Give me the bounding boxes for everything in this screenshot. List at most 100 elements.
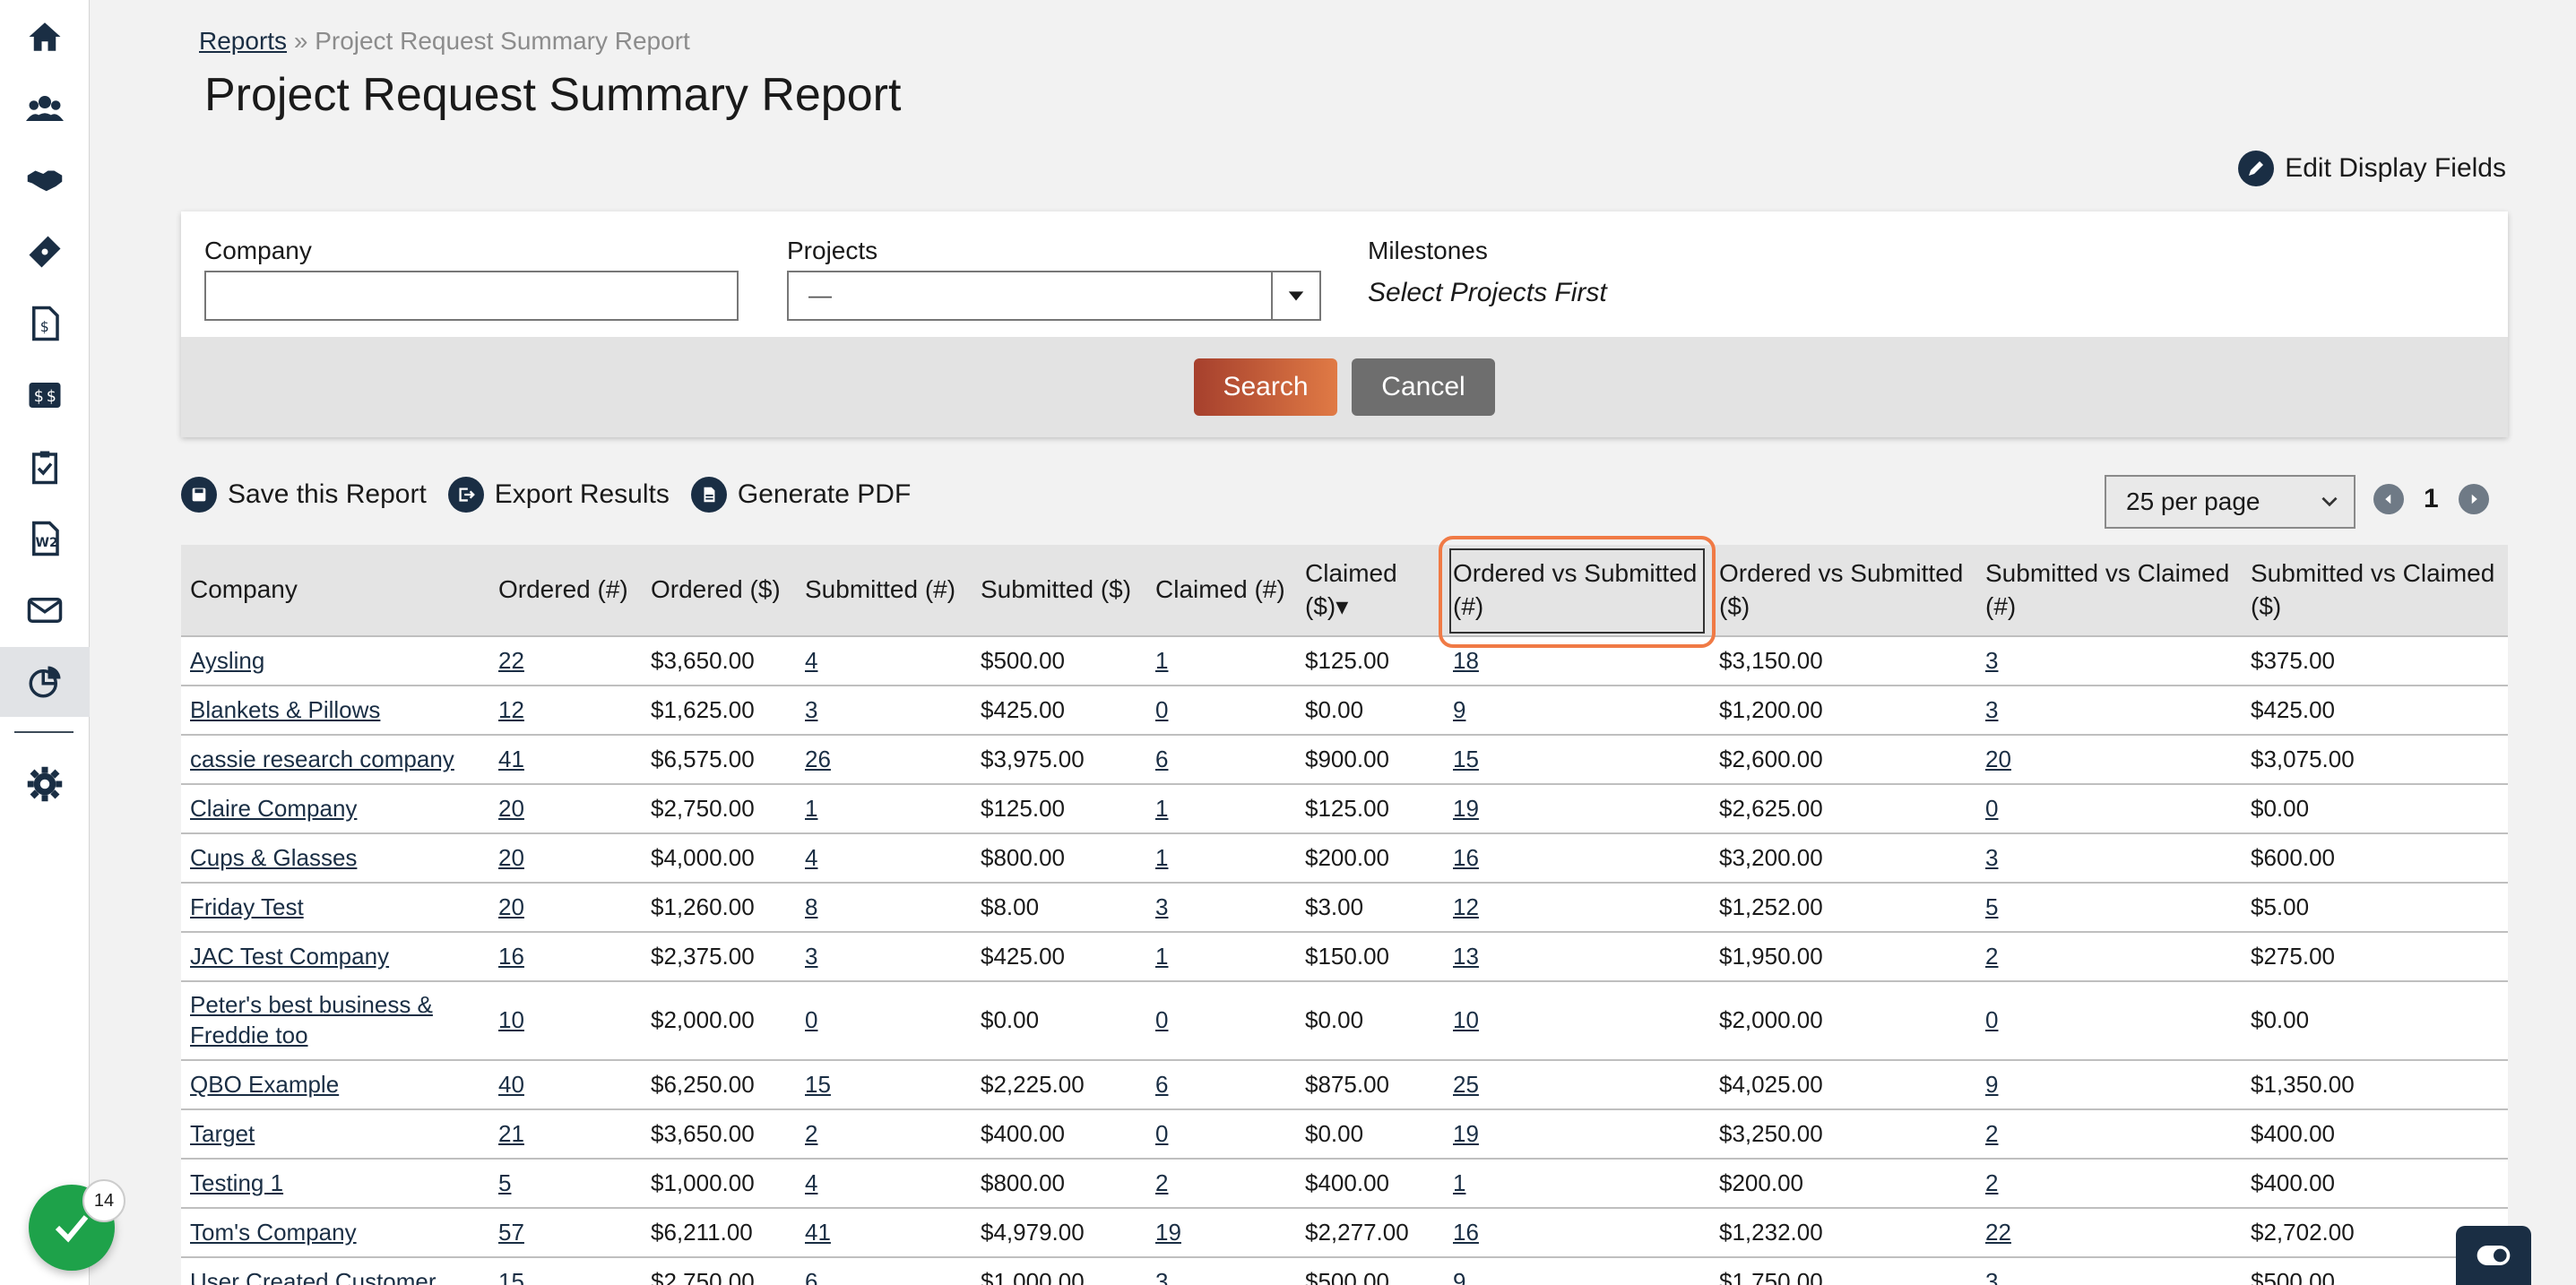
caret-down-icon[interactable] xyxy=(1271,272,1319,319)
count-link[interactable]: 21 xyxy=(498,1119,524,1147)
company-link[interactable]: Tom's Company xyxy=(190,1218,357,1246)
count-link[interactable]: 1 xyxy=(1453,1169,1466,1196)
count-link[interactable]: 3 xyxy=(805,695,818,723)
count-link[interactable]: 25 xyxy=(1453,1070,1479,1098)
column-header-submitted-vs-claimed-count[interactable]: Submitted vs Claimed (#) xyxy=(1976,545,2242,637)
handshake-icon[interactable] xyxy=(0,145,90,215)
count-link[interactable]: 10 xyxy=(498,1006,524,1034)
count-link[interactable]: 0 xyxy=(1155,1006,1169,1034)
count-link[interactable]: 18 xyxy=(1453,646,1479,674)
count-link[interactable]: 0 xyxy=(1985,794,1999,822)
column-header-ordered-vs-submitted-count[interactable]: Ordered vs Submitted (#) xyxy=(1439,536,1716,648)
breadcrumb-reports-link[interactable]: Reports xyxy=(199,27,288,55)
count-link[interactable]: 4 xyxy=(805,646,818,674)
count-link[interactable]: 3 xyxy=(1155,893,1169,920)
count-link[interactable]: 19 xyxy=(1155,1218,1181,1246)
company-link[interactable]: Claire Company xyxy=(190,794,358,822)
column-header-submitted-amount[interactable]: Submitted ($) xyxy=(972,545,1146,637)
count-link[interactable]: 0 xyxy=(1155,1119,1169,1147)
w2-form-icon[interactable]: W2 xyxy=(0,504,90,574)
count-link[interactable]: 3 xyxy=(1985,1267,1999,1285)
company-link[interactable]: User Created Customer xyxy=(190,1267,437,1285)
count-link[interactable]: 9 xyxy=(1985,1070,1999,1098)
count-link[interactable]: 3 xyxy=(1985,843,1999,871)
count-link[interactable]: 4 xyxy=(805,1169,818,1196)
count-link[interactable]: 22 xyxy=(498,646,524,674)
count-link[interactable]: 3 xyxy=(1155,1267,1169,1285)
count-link[interactable]: 5 xyxy=(498,1169,512,1196)
count-link[interactable]: 2 xyxy=(1155,1169,1169,1196)
column-header-company[interactable]: Company xyxy=(181,545,489,637)
company-link[interactable]: Aysling xyxy=(190,646,265,674)
company-link[interactable]: Blankets & Pillows xyxy=(190,695,381,723)
chat-widget-button[interactable] xyxy=(2456,1226,2531,1285)
column-header-ordered-vs-submitted-amount[interactable]: Ordered vs Submitted ($) xyxy=(1710,545,1976,637)
count-link[interactable]: 6 xyxy=(1155,1070,1169,1098)
company-link[interactable]: Testing 1 xyxy=(190,1169,284,1196)
count-link[interactable]: 41 xyxy=(498,745,524,772)
company-link[interactable]: QBO Example xyxy=(190,1070,340,1098)
column-header-ordered-amount[interactable]: Ordered ($) xyxy=(642,545,796,637)
gear-icon[interactable] xyxy=(0,749,90,819)
search-button[interactable]: Search xyxy=(1194,358,1337,416)
count-link[interactable]: 3 xyxy=(1985,646,1999,674)
company-input[interactable] xyxy=(204,271,739,321)
count-link[interactable]: 1 xyxy=(805,794,818,822)
count-link[interactable]: 3 xyxy=(805,942,818,970)
count-link[interactable]: 0 xyxy=(805,1006,818,1034)
company-link[interactable]: Peter's best business & Freddie too xyxy=(190,991,433,1048)
previous-page-icon[interactable] xyxy=(2373,484,2404,514)
count-link[interactable]: 1 xyxy=(1155,942,1169,970)
count-link[interactable]: 15 xyxy=(498,1267,524,1285)
cancel-button[interactable]: Cancel xyxy=(1352,358,1495,416)
count-link[interactable]: 1 xyxy=(1155,843,1169,871)
count-link[interactable]: 1 xyxy=(1155,794,1169,822)
reports-icon[interactable] xyxy=(0,647,90,717)
count-link[interactable]: 0 xyxy=(1985,1006,1999,1034)
count-link[interactable]: 20 xyxy=(498,893,524,920)
count-link[interactable]: 20 xyxy=(1985,745,2011,772)
users-icon[interactable] xyxy=(0,73,90,143)
count-link[interactable]: 2 xyxy=(1985,1169,1999,1196)
count-link[interactable]: 12 xyxy=(498,695,524,723)
mail-icon[interactable] xyxy=(0,575,90,645)
column-header-submitted-count[interactable]: Submitted (#) xyxy=(796,545,972,637)
column-header-ordered-count[interactable]: Ordered (#) xyxy=(489,545,642,637)
count-link[interactable]: 4 xyxy=(805,843,818,871)
edit-display-fields-button[interactable]: Edit Display Fields xyxy=(2238,151,2506,186)
count-link[interactable]: 9 xyxy=(1453,1267,1466,1285)
count-link[interactable]: 20 xyxy=(498,843,524,871)
home-icon[interactable] xyxy=(0,2,90,72)
count-link[interactable]: 22 xyxy=(1985,1218,2011,1246)
count-link[interactable]: 8 xyxy=(805,893,818,920)
company-link[interactable]: Friday Test xyxy=(190,893,304,920)
count-link[interactable]: 2 xyxy=(1985,942,1999,970)
company-link[interactable]: cassie research company xyxy=(190,745,454,772)
count-link[interactable]: 16 xyxy=(1453,1218,1479,1246)
count-link[interactable]: 20 xyxy=(498,794,524,822)
count-link[interactable]: 2 xyxy=(805,1119,818,1147)
count-link[interactable]: 10 xyxy=(1453,1006,1479,1034)
generate-pdf-button[interactable]: Generate PDF xyxy=(690,477,911,513)
count-link[interactable]: 0 xyxy=(1155,695,1169,723)
count-link[interactable]: 6 xyxy=(1155,745,1169,772)
next-page-icon[interactable] xyxy=(2458,484,2489,514)
save-report-button[interactable]: Save this Report xyxy=(181,477,427,513)
count-link[interactable]: 19 xyxy=(1453,1119,1479,1147)
column-header-submitted-vs-claimed-amount[interactable]: Submitted vs Claimed ($) xyxy=(2242,545,2508,637)
count-link[interactable]: 19 xyxy=(1453,794,1479,822)
column-header-claimed-amount[interactable]: Claimed ($)▾ xyxy=(1296,545,1444,637)
count-link[interactable]: 3 xyxy=(1985,695,1999,723)
count-link[interactable]: 16 xyxy=(1453,843,1479,871)
count-link[interactable]: 15 xyxy=(1453,745,1479,772)
count-link[interactable]: 15 xyxy=(805,1070,831,1098)
company-link[interactable]: Target xyxy=(190,1119,255,1147)
per-page-select[interactable]: 25 per page xyxy=(2105,475,2356,529)
projects-select[interactable]: — xyxy=(787,271,1321,321)
count-link[interactable]: 1 xyxy=(1155,646,1169,674)
count-link[interactable]: 16 xyxy=(498,942,524,970)
company-link[interactable]: JAC Test Company xyxy=(190,942,390,970)
export-results-button[interactable]: Export Results xyxy=(447,477,670,513)
count-link[interactable]: 13 xyxy=(1453,942,1479,970)
company-link[interactable]: Cups & Glasses xyxy=(190,843,358,871)
